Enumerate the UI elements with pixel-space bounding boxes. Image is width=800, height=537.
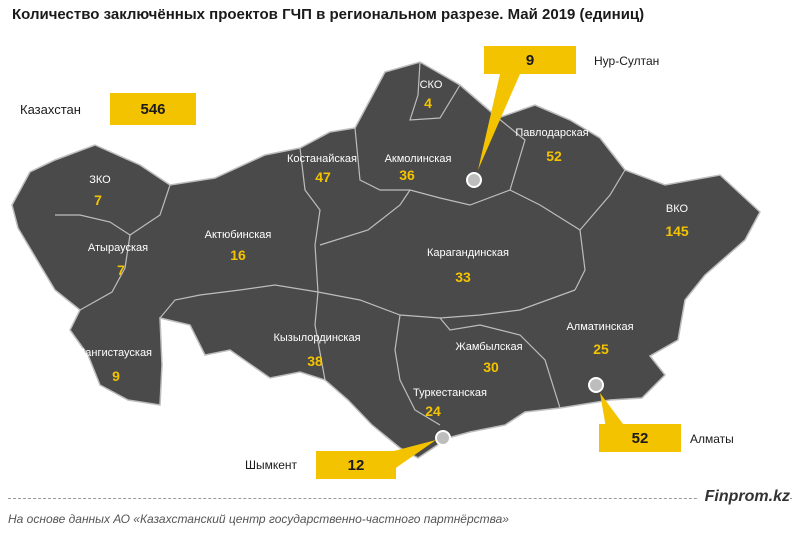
region-value: 47	[315, 169, 331, 185]
region-value: 7	[117, 262, 125, 278]
nur-sultan-marker	[466, 172, 482, 188]
region-value: 33	[455, 269, 471, 285]
region-value: 25	[593, 341, 609, 357]
region-value: 7	[94, 192, 102, 208]
footer-divider	[8, 498, 792, 499]
total-value-box: 546	[110, 93, 196, 125]
shymkent-label: Шымкент	[245, 458, 298, 472]
region-value: 30	[483, 359, 499, 375]
region-name: Кызылординская	[273, 332, 360, 344]
region-name: Костанайская	[287, 153, 357, 165]
region-name: СКО	[420, 79, 443, 91]
shymkent-marker	[435, 430, 451, 446]
region-name: ЗКО	[89, 174, 111, 186]
brand-logo: Finprom.kz	[698, 488, 790, 506]
nur-sultan-label: Нур-Султан	[594, 54, 660, 68]
region-value: 9	[112, 368, 120, 384]
region-name: Мангистауская	[76, 347, 152, 359]
region-value: 145	[665, 223, 689, 239]
region-labels: СКО 4 ЗКО 7 Костанайская 47 Акмолинская …	[76, 79, 689, 419]
almaty-value-box: 52	[599, 424, 681, 452]
nur-sultan-value-box: 9	[484, 46, 576, 74]
source-note: На основе данных АО «Казахстанский центр…	[8, 512, 509, 526]
region-name: Алматинская	[566, 321, 633, 333]
total-label: Казахстан	[20, 102, 81, 117]
chart-title: Количество заключённых проектов ГЧП в ре…	[12, 6, 645, 23]
region-name: ВКО	[666, 203, 689, 215]
region-value: 52	[546, 148, 562, 164]
shymkent-value-box: 12	[316, 451, 396, 479]
region-name: Актюбинская	[205, 229, 272, 241]
region-value: 4	[424, 95, 432, 111]
region-name: Жамбылская	[455, 341, 522, 353]
region-name: Карагандинская	[427, 247, 509, 259]
region-value: 36	[399, 167, 415, 183]
region-value: 38	[307, 353, 323, 369]
region-name: Павлодарская	[515, 127, 588, 139]
region-name: Акмолинская	[385, 153, 452, 165]
almaty-marker	[588, 377, 604, 393]
region-value: 16	[230, 247, 246, 263]
shymkent-pointer	[390, 440, 436, 472]
almaty-label: Алматы	[690, 432, 734, 446]
almaty-pointer	[600, 393, 626, 428]
nur-sultan-pointer	[478, 74, 520, 170]
region-name: Атырауская	[88, 242, 148, 254]
region-borders	[55, 61, 626, 426]
region-value: 24	[425, 403, 441, 419]
region-name: Туркестанская	[413, 387, 487, 399]
